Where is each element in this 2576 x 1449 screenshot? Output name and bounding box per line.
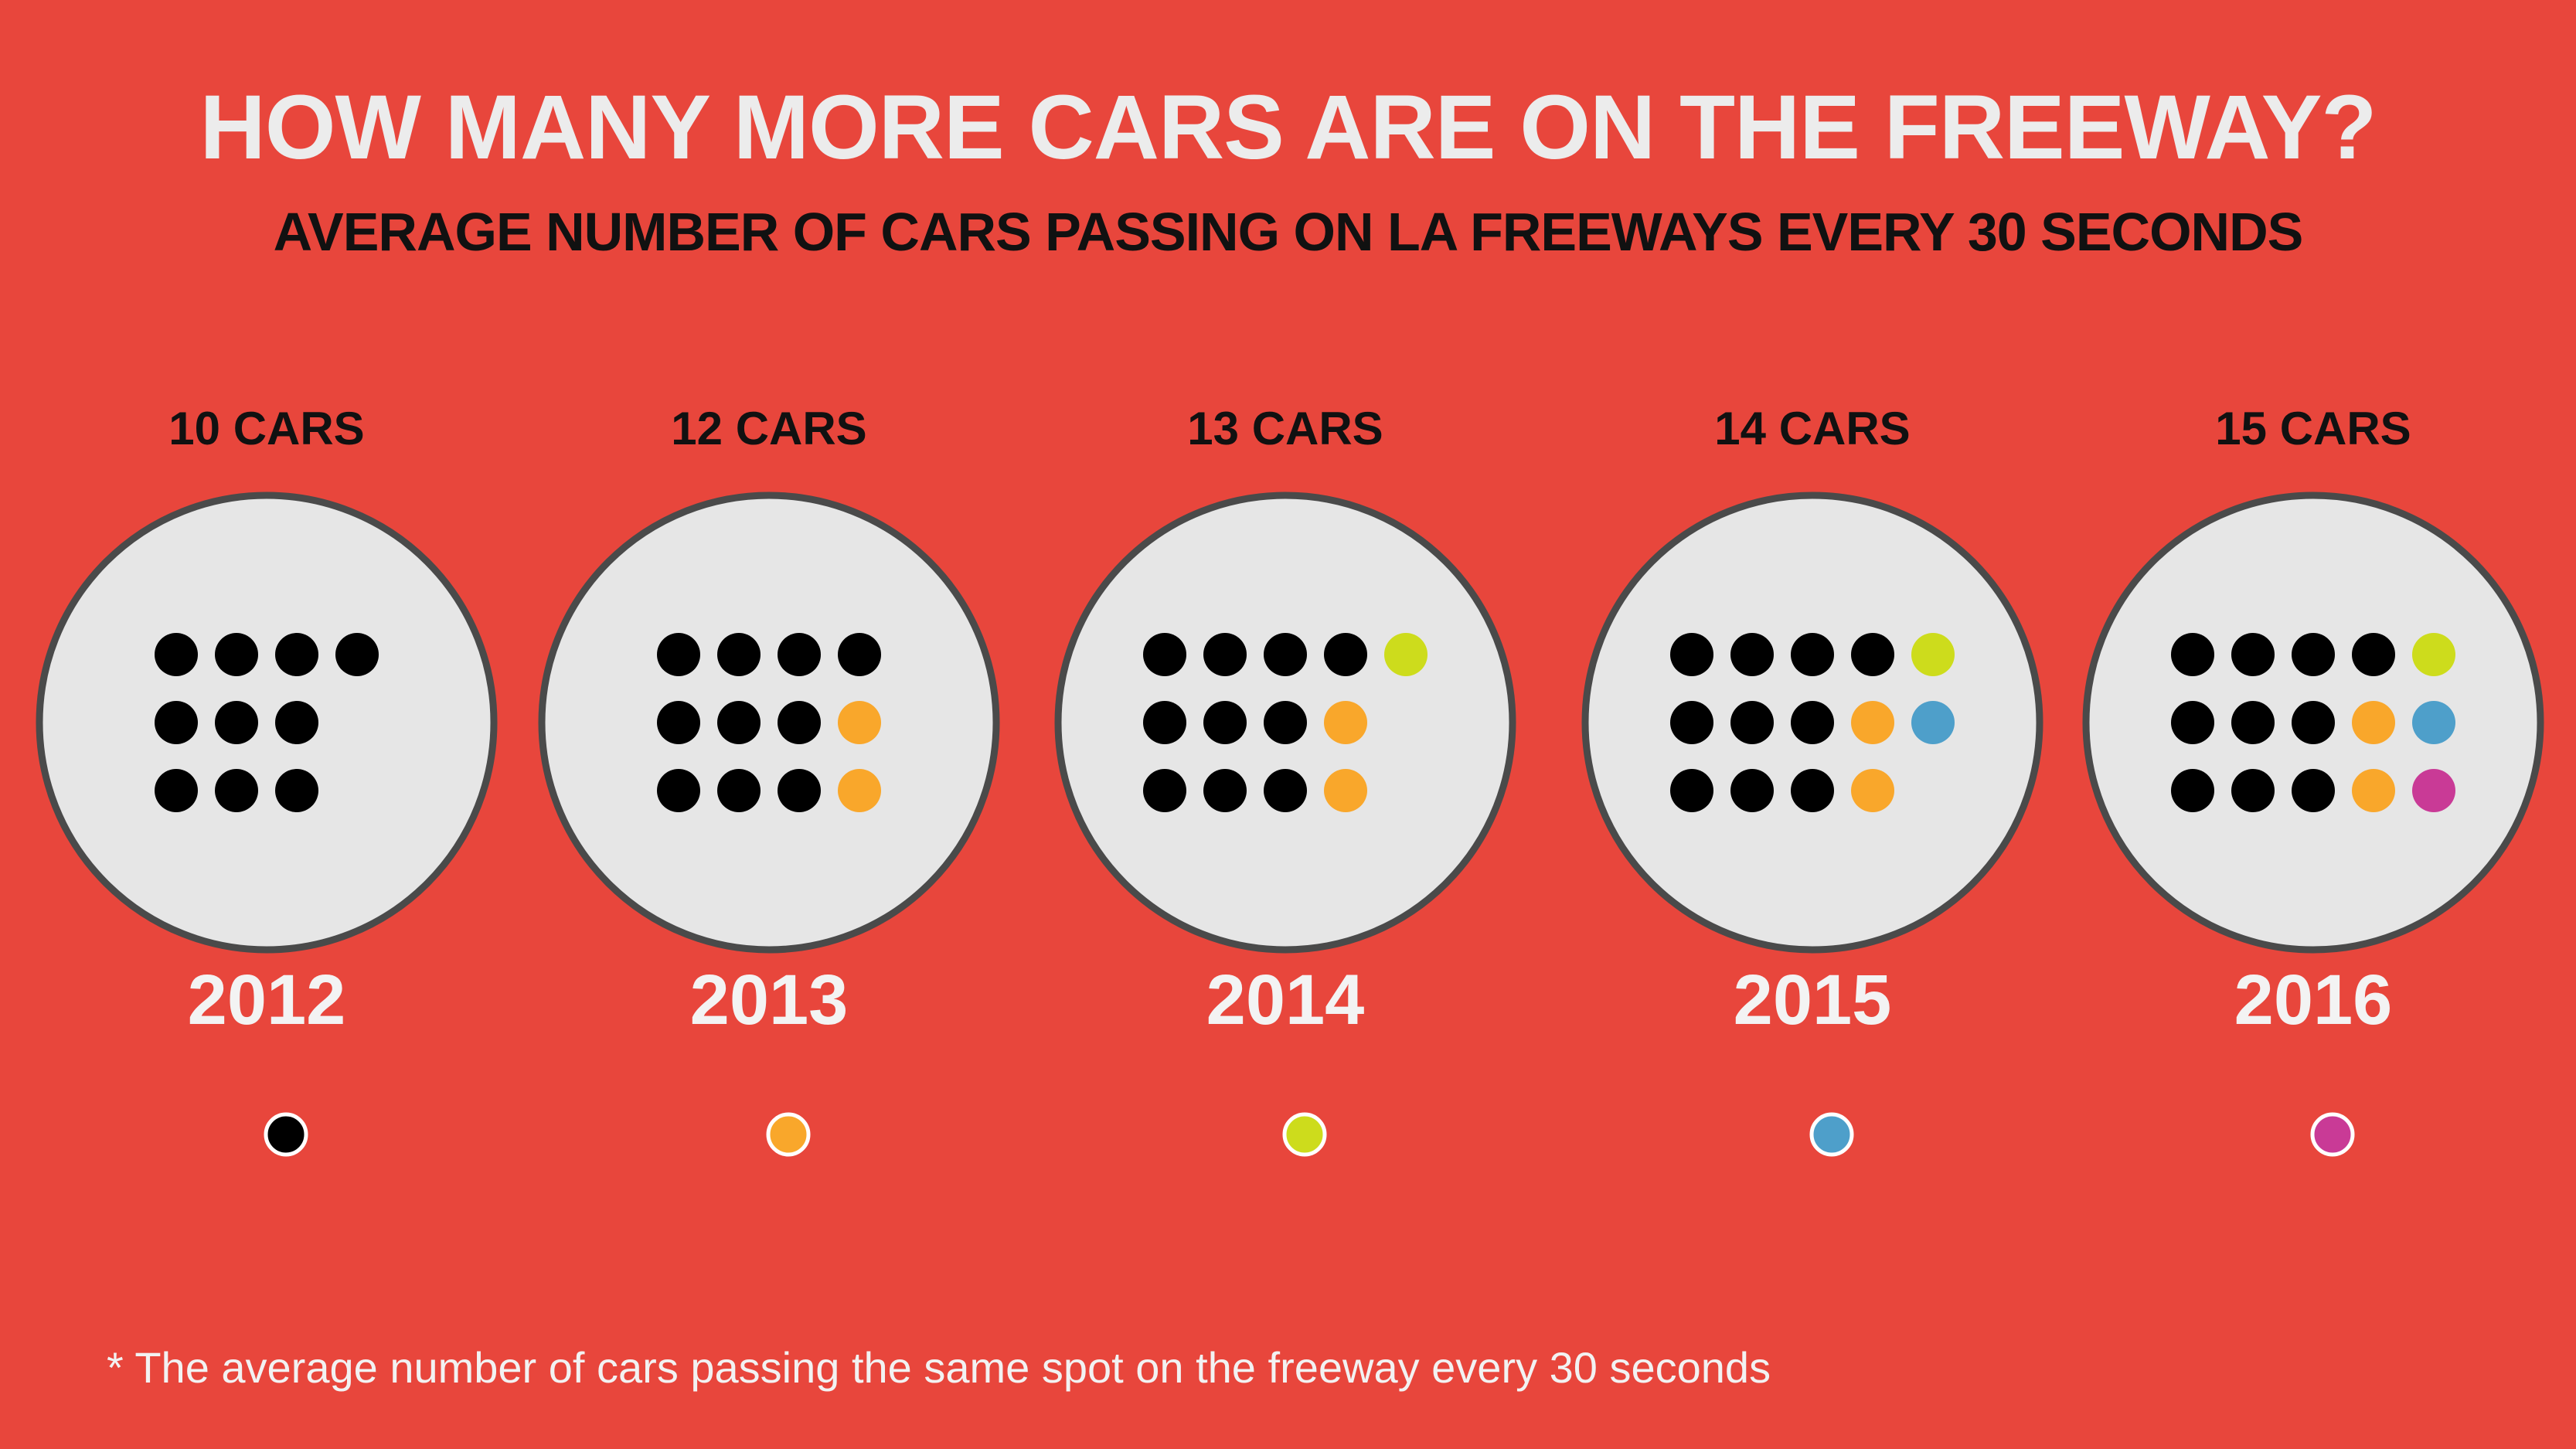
car-dot-2012-9	[215, 769, 258, 812]
car-dot-2013-5	[657, 701, 700, 744]
car-dot-2016-8	[2292, 701, 2335, 744]
car-dot-2014-10	[1143, 769, 1186, 812]
car-dot-2014-4	[1324, 633, 1367, 676]
car-dot-2016-5	[2412, 633, 2455, 676]
year-label-2015: 2015	[1734, 961, 1892, 1039]
car-dot-2016-10	[2412, 701, 2455, 744]
car-dot-2016-12	[2231, 769, 2275, 812]
car-dot-2013-6	[717, 701, 761, 744]
car-dot-2015-1	[1670, 633, 1713, 676]
circle-2012	[36, 492, 498, 954]
car-dot-2016-2	[2231, 633, 2275, 676]
car-dot-2016-15	[2412, 769, 2455, 812]
legend-dot-2016	[2310, 1112, 2355, 1157]
car-dot-2013-4	[838, 633, 881, 676]
value-label-2014: 13 CARS	[1187, 403, 1383, 454]
car-dot-2012-10	[275, 769, 318, 812]
car-dot-2015-6	[1670, 701, 1713, 744]
car-dot-2016-11	[2171, 769, 2214, 812]
car-dot-2015-13	[1791, 769, 1834, 812]
car-dot-2016-4	[2352, 633, 2395, 676]
car-dot-2015-11	[1670, 769, 1713, 812]
car-dot-2012-5	[155, 701, 198, 744]
car-dot-2013-8	[838, 701, 881, 744]
car-dot-2012-1	[155, 633, 198, 676]
year-label-2012: 2012	[188, 961, 346, 1039]
car-dot-2012-3	[275, 633, 318, 676]
car-dot-2016-6	[2171, 701, 2214, 744]
year-label-2013: 2013	[690, 961, 849, 1039]
car-dot-2013-10	[717, 769, 761, 812]
car-dot-2013-3	[778, 633, 821, 676]
car-dot-2014-11	[1203, 769, 1247, 812]
car-dot-2014-1	[1143, 633, 1186, 676]
chart-subtitle: AVERAGE NUMBER OF CARS PASSING ON LA FRE…	[273, 202, 2304, 262]
car-dot-2015-3	[1791, 633, 1834, 676]
car-dot-2016-14	[2352, 769, 2395, 812]
car-dot-2015-14	[1851, 769, 1894, 812]
car-dot-2012-4	[335, 633, 379, 676]
value-label-2015: 14 CARS	[1714, 403, 1910, 454]
car-dot-2015-12	[1730, 769, 1774, 812]
chart-title: HOW MANY MORE CARS ARE ON THE FREEWAY?	[199, 77, 2377, 179]
car-dot-2015-7	[1730, 701, 1774, 744]
car-dot-2014-13	[1324, 769, 1367, 812]
value-label-2013: 12 CARS	[671, 403, 866, 454]
year-label-2014: 2014	[1206, 961, 1365, 1039]
circle-2013	[538, 492, 1000, 954]
car-dot-2013-1	[657, 633, 700, 676]
car-dot-2015-8	[1791, 701, 1834, 744]
footnote: * The average number of cars passing the…	[107, 1343, 1771, 1392]
car-dot-2012-6	[215, 701, 258, 744]
car-dot-2014-6	[1143, 701, 1186, 744]
car-dot-2013-12	[838, 769, 881, 812]
car-dot-2013-2	[717, 633, 761, 676]
car-dot-2012-2	[215, 633, 258, 676]
year-label-2016: 2016	[2234, 961, 2393, 1039]
car-dot-2016-9	[2352, 701, 2395, 744]
car-dot-2015-4	[1851, 633, 1894, 676]
car-dot-2014-9	[1324, 701, 1367, 744]
value-label-2012: 10 CARS	[168, 403, 364, 454]
car-dot-2012-7	[275, 701, 318, 744]
car-dot-2015-5	[1911, 633, 1955, 676]
car-dot-2015-2	[1730, 633, 1774, 676]
car-dot-2016-13	[2292, 769, 2335, 812]
car-dot-2014-2	[1203, 633, 1247, 676]
car-dot-2016-1	[2171, 633, 2214, 676]
legend-dot-2012	[264, 1112, 308, 1157]
car-dot-2013-9	[657, 769, 700, 812]
car-dot-2013-7	[778, 701, 821, 744]
car-dot-2015-9	[1851, 701, 1894, 744]
legend-dot-2014	[1282, 1112, 1327, 1157]
car-dot-2015-10	[1911, 701, 1955, 744]
legend-dot-2013	[766, 1112, 811, 1157]
car-dot-2014-7	[1203, 701, 1247, 744]
car-dot-2014-8	[1264, 701, 1307, 744]
car-dot-2012-8	[155, 769, 198, 812]
car-dot-2013-11	[778, 769, 821, 812]
car-dot-2016-7	[2231, 701, 2275, 744]
car-dot-2014-12	[1264, 769, 1307, 812]
car-dot-2014-5	[1384, 633, 1428, 676]
legend-dot-2015	[1809, 1112, 1854, 1157]
car-dot-2016-3	[2292, 633, 2335, 676]
value-label-2016: 15 CARS	[2215, 403, 2411, 454]
car-dot-2014-3	[1264, 633, 1307, 676]
